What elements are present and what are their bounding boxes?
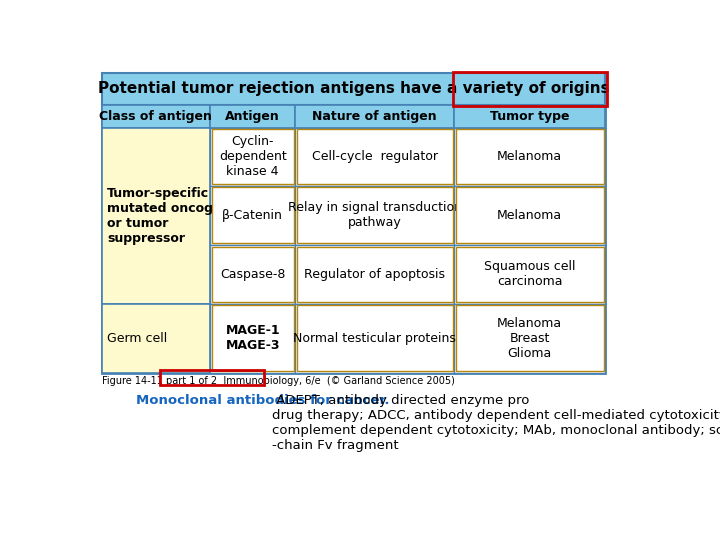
Text: Class of antigen: Class of antigen	[99, 110, 212, 123]
Text: Melanoma: Melanoma	[498, 209, 562, 222]
Bar	[102, 303, 210, 373]
Bar	[454, 186, 606, 245]
Text: Monoclonal antibodies for cancer.: Monoclonal antibodies for cancer.	[137, 394, 390, 407]
Text: Tumor-specific
mutated oncogene
or tumor
suppressor: Tumor-specific mutated oncogene or tumor…	[107, 187, 239, 245]
Bar	[297, 305, 453, 372]
Bar	[212, 187, 294, 244]
Text: Caspase-8: Caspase-8	[220, 268, 285, 281]
Text: Figure 14-11 part 1 of 2  Immunobiology, 6/e  (© Garland Science 2005): Figure 14-11 part 1 of 2 Immunobiology, …	[102, 376, 454, 386]
Bar	[295, 105, 454, 128]
Bar	[210, 245, 295, 303]
Text: Cyclin-
dependent
kinase 4: Cyclin- dependent kinase 4	[219, 136, 287, 178]
Bar	[453, 72, 607, 106]
Bar	[456, 130, 604, 184]
Bar	[454, 303, 606, 373]
Text: ADEPT, antibody directed enzyme pro
drug therapy; ADCC, antibody dependent cell-: ADEPT, antibody directed enzyme pro drug…	[272, 394, 720, 453]
Bar	[212, 305, 294, 372]
Text: β-Catenin: β-Catenin	[222, 209, 283, 222]
Bar	[210, 186, 295, 245]
Bar	[160, 370, 264, 385]
Bar	[295, 128, 454, 186]
Bar	[212, 247, 294, 302]
Text: Melanoma: Melanoma	[498, 150, 562, 163]
Bar	[210, 105, 295, 128]
Text: Normal testicular proteins: Normal testicular proteins	[293, 332, 456, 345]
Text: Melanoma
Breast
Glioma: Melanoma Breast Glioma	[498, 316, 562, 360]
Bar	[454, 245, 606, 303]
Text: Tumor type: Tumor type	[490, 110, 570, 123]
Bar	[295, 303, 454, 373]
Bar	[102, 105, 210, 128]
Bar	[102, 72, 606, 105]
Text: MAGE-1
MAGE-3: MAGE-1 MAGE-3	[225, 324, 280, 352]
Text: Nature of antigen: Nature of antigen	[312, 110, 437, 123]
Bar	[456, 187, 604, 244]
Text: Potential tumor rejection antigens have a variety of origins: Potential tumor rejection antigens have …	[98, 81, 609, 96]
Text: Antigen: Antigen	[225, 110, 280, 123]
Bar	[454, 105, 606, 128]
Bar	[297, 187, 453, 244]
Text: Regulator of apoptosis: Regulator of apoptosis	[305, 268, 445, 281]
Bar	[297, 130, 453, 184]
Text: Germ cell: Germ cell	[107, 332, 167, 345]
Bar	[212, 130, 294, 184]
Text: Cell-cycle  regulator: Cell-cycle regulator	[312, 150, 438, 163]
Bar	[456, 247, 604, 302]
Bar	[102, 128, 210, 303]
Bar	[210, 128, 295, 186]
Bar	[456, 305, 604, 372]
Bar	[454, 128, 606, 186]
Bar	[295, 186, 454, 245]
Bar	[297, 247, 453, 302]
Text: Relay in signal transduction
pathway: Relay in signal transduction pathway	[288, 201, 462, 229]
Bar	[102, 72, 606, 373]
Bar	[295, 245, 454, 303]
Text: Squamous cell
carcinoma: Squamous cell carcinoma	[484, 260, 575, 288]
Bar	[210, 303, 295, 373]
